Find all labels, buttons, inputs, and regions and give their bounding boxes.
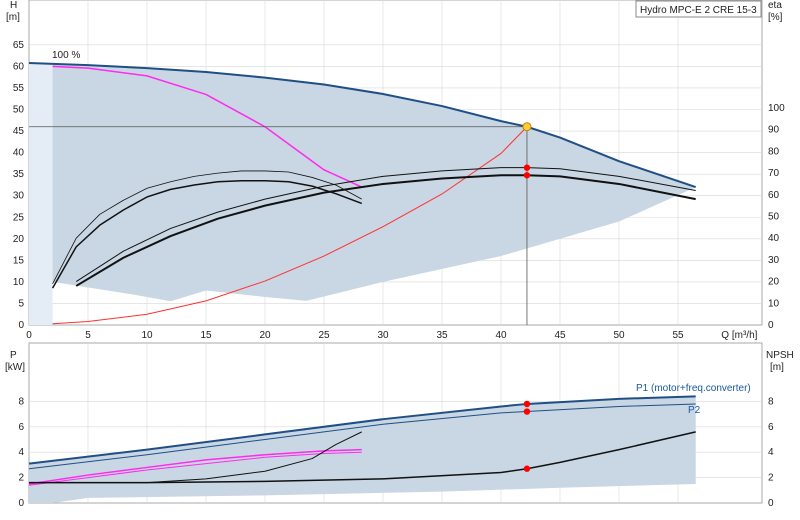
x-tick-label: 40 bbox=[495, 330, 507, 341]
y-tick-left-label: 65 bbox=[13, 40, 25, 51]
x-tick-label: 10 bbox=[141, 330, 153, 341]
y-tick-left-label: 30 bbox=[13, 191, 25, 202]
npsh-curve bbox=[29, 431, 696, 484]
y-tick-left-label: 5 bbox=[18, 298, 24, 309]
power-marker bbox=[523, 465, 531, 472]
y-unit-npsh: [m] bbox=[770, 362, 784, 373]
legend-p2: P2 bbox=[688, 405, 701, 416]
duty-point bbox=[522, 122, 532, 132]
y-tick-left-label: 45 bbox=[13, 126, 25, 137]
power-marker bbox=[523, 408, 531, 415]
p2-curve bbox=[28, 403, 696, 470]
npsh-tick-label: 4 bbox=[768, 447, 774, 458]
y-tick-right-label: 70 bbox=[768, 168, 780, 179]
y-tick-right-label: 30 bbox=[768, 255, 780, 266]
y-unit-eta: [%] bbox=[768, 12, 783, 23]
tick-labels: 0 5 10 15 20 25 30 35 40 45 50 55 Q [m³/h]0510152025… bbox=[13, 40, 785, 509]
operating-area-top bbox=[29, 62, 696, 302]
eta-marker bbox=[523, 164, 531, 171]
x-tick-label: 45 bbox=[554, 330, 566, 341]
y-label-p: P bbox=[10, 350, 17, 361]
p-tick-label: 4 bbox=[18, 447, 24, 458]
p-tick-label: 0 bbox=[18, 498, 24, 509]
x-tick-label: 35 bbox=[436, 330, 448, 341]
y-tick-right-label: 100 bbox=[768, 103, 785, 114]
eta-curve-two-pumps bbox=[75, 174, 696, 287]
y-tick-left-label: 0 bbox=[18, 320, 24, 331]
y-label-npsh: NPSH bbox=[766, 350, 794, 361]
y-tick-right-label: 10 bbox=[768, 298, 780, 309]
max-head-curve bbox=[28, 61, 697, 189]
npsh-tick-label: 0 bbox=[768, 498, 774, 509]
y-tick-left-label: 20 bbox=[13, 234, 25, 245]
y-tick-right-label: 40 bbox=[768, 233, 780, 244]
x-tick-label: 55 bbox=[672, 330, 684, 341]
legend-p1: P1 (motor+freq.converter) bbox=[636, 383, 751, 394]
single-pump-head-curve bbox=[52, 65, 363, 188]
y-tick-right-label: 50 bbox=[768, 212, 780, 223]
eta-curve-one-pump bbox=[51, 179, 363, 289]
npsh-tick-label: 2 bbox=[768, 473, 774, 484]
operating-area-bottom bbox=[29, 396, 696, 503]
eta-curve-two-pumps-hydro bbox=[75, 167, 696, 283]
annotation-100-percent: 100 % bbox=[52, 50, 80, 61]
y-tick-right-label: 90 bbox=[768, 125, 780, 136]
y-tick-right-label: 60 bbox=[768, 190, 780, 201]
y-label-h: H bbox=[10, 0, 17, 11]
title-box bbox=[635, 0, 762, 18]
operating-areas bbox=[29, 62, 696, 503]
y-unit-p: [kW] bbox=[5, 362, 25, 373]
y-label-eta: eta bbox=[768, 0, 782, 11]
y-unit-h: [m] bbox=[6, 12, 20, 23]
npsh-tick-label: 8 bbox=[768, 396, 774, 407]
p-tick-label: 8 bbox=[18, 396, 24, 407]
y-tick-left-label: 35 bbox=[13, 169, 25, 180]
y-tick-left-label: 60 bbox=[13, 61, 25, 72]
y-tick-left-label: 40 bbox=[13, 148, 25, 159]
x-tick-label: Q [m³/h] bbox=[721, 330, 757, 341]
y-tick-left-label: 10 bbox=[13, 277, 25, 288]
p-tick-label: 6 bbox=[18, 422, 24, 433]
x-tick-label: 50 bbox=[613, 330, 625, 341]
x-tick-label: 5 bbox=[85, 330, 91, 341]
y-tick-right-label: 0 bbox=[768, 320, 774, 331]
markers bbox=[522, 122, 532, 472]
chart-title: Hydro MPC-E 2 CRE 15-3 bbox=[640, 5, 757, 16]
p2-one-pump-curve bbox=[28, 451, 362, 486]
power-marker bbox=[523, 400, 531, 408]
y-tick-right-label: 80 bbox=[768, 146, 780, 157]
eta-marker bbox=[523, 172, 531, 179]
operating-area-left-band bbox=[29, 62, 53, 326]
curves bbox=[28, 61, 697, 486]
y-tick-right-label: 20 bbox=[768, 277, 780, 288]
y-tick-left-label: 50 bbox=[13, 105, 25, 116]
y-tick-left-label: 25 bbox=[13, 212, 25, 223]
y-tick-left-label: 55 bbox=[13, 83, 25, 94]
x-tick-label: 15 bbox=[200, 330, 212, 341]
x-tick-label: 25 bbox=[318, 330, 330, 341]
npsh-tick-label: 6 bbox=[768, 422, 774, 433]
y-tick-left-label: 15 bbox=[13, 255, 25, 266]
p1-one-pump-curve bbox=[28, 448, 362, 485]
x-tick-label: 20 bbox=[259, 330, 271, 341]
eta-curve-one-pump-hydro bbox=[52, 170, 362, 284]
system-curve bbox=[52, 126, 528, 325]
p1-curve bbox=[28, 395, 696, 465]
x-tick-label: 0 bbox=[26, 330, 32, 341]
x-tick-label: 30 bbox=[377, 330, 389, 341]
p-tick-label: 2 bbox=[18, 473, 24, 484]
